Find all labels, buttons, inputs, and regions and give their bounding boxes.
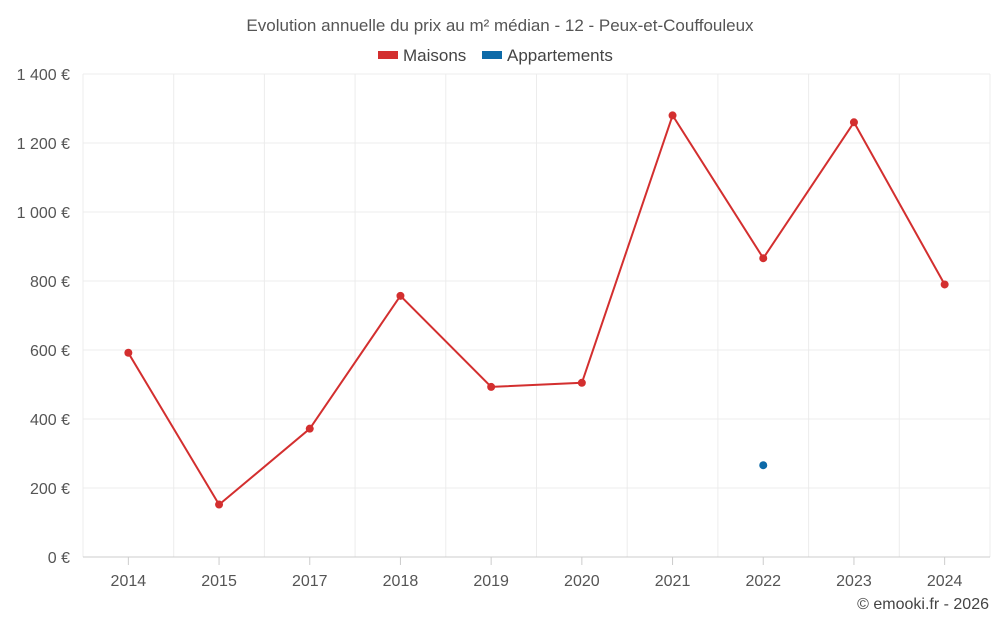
series-line-maisons: [127, 113, 946, 507]
x-tick-label: 2022: [745, 573, 781, 590]
y-tick-label: 200 €: [30, 481, 70, 498]
series-maisons: [124, 111, 949, 509]
x-tick-label: 2021: [655, 573, 691, 590]
y-tick-label: 400 €: [30, 412, 70, 429]
legend-swatch-maisons: [378, 51, 398, 59]
series: [124, 111, 949, 509]
x-tick-label: 2024: [927, 573, 963, 590]
legend-label-appartements: Appartements: [507, 46, 613, 65]
data-point-appartements[interactable]: [759, 461, 768, 470]
legend-item-maisons[interactable]: Maisons: [378, 46, 466, 65]
y-tick-label: 600 €: [30, 343, 70, 360]
y-axis: 0 € 200 € 400 € 600 € 800 € 1 000 € 1 200 € 1 4…: [17, 67, 70, 567]
legend-label-maisons: Maisons: [403, 46, 466, 65]
y-tick-label: 1 200 €: [17, 136, 70, 153]
data-point-maisons[interactable]: [759, 254, 768, 263]
x-tick-label: 2020: [564, 573, 600, 590]
data-point-maisons[interactable]: [396, 291, 405, 300]
legend-item-appartements[interactable]: Appartements: [482, 46, 613, 65]
x-axis: 2014 2015 2017 2018 2019 2020 2021 2022 2023 2024: [83, 556, 990, 590]
data-point-maisons[interactable]: [487, 382, 496, 391]
data-point-maisons[interactable]: [577, 378, 586, 387]
x-tick-label: 2019: [473, 573, 509, 590]
data-point-maisons[interactable]: [305, 424, 314, 433]
x-tick-label: 2018: [383, 573, 419, 590]
x-tick-label: 2023: [836, 573, 872, 590]
chart-title: Evolution annuelle du prix au m² médian …: [246, 16, 754, 35]
x-tick-label: 2017: [292, 573, 328, 590]
legend-swatch-appartements: [482, 51, 502, 59]
series-appartements: [759, 461, 768, 470]
y-tick-label: 1 400 €: [17, 67, 70, 84]
data-point-maisons[interactable]: [849, 118, 858, 127]
x-tick-label: 2014: [111, 573, 147, 590]
y-tick-label: 800 €: [30, 274, 70, 291]
data-point-maisons[interactable]: [215, 500, 224, 509]
credit: © emooki.fr - 2026: [857, 596, 989, 613]
data-point-maisons[interactable]: [940, 280, 949, 289]
data-point-maisons[interactable]: [124, 348, 133, 357]
data-point-maisons[interactable]: [668, 111, 677, 120]
y-tick-label: 1 000 €: [17, 205, 70, 222]
x-tick-label: 2015: [201, 573, 237, 590]
grid: [82, 73, 991, 558]
legend: Maisons Appartements: [378, 46, 613, 65]
y-tick-label: 0 €: [48, 550, 70, 567]
